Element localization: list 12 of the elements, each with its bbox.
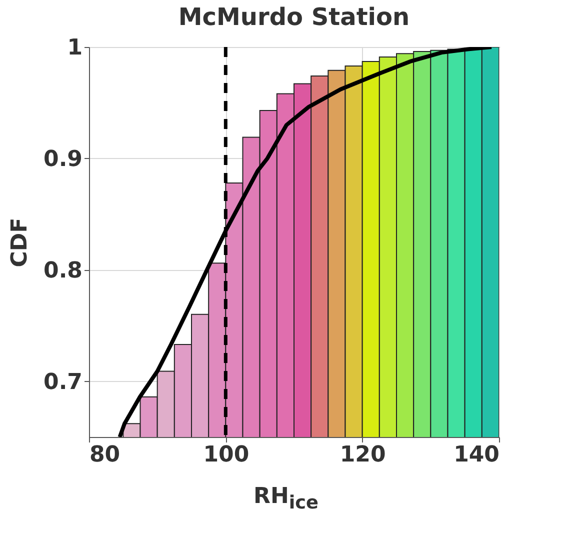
x-tick-label: 120 bbox=[340, 442, 386, 468]
x-tick-label: 100 bbox=[203, 442, 250, 468]
x-tick-label: 80 bbox=[90, 442, 120, 468]
y-tick-label: 0.7 bbox=[44, 370, 82, 395]
x-axis-title: RH$_{ice}$ bbox=[252, 484, 320, 514]
y-axis-title: CDF bbox=[8, 218, 33, 268]
line-series bbox=[118, 47, 494, 437]
y-tick-label: 1 bbox=[67, 36, 82, 60]
y-tick-label: 0.9 bbox=[44, 146, 82, 172]
chart-title: McMurdo Station bbox=[178, 3, 410, 31]
x-tick-label: 140 bbox=[454, 442, 500, 468]
y-tick-label: 0.8 bbox=[44, 258, 82, 284]
